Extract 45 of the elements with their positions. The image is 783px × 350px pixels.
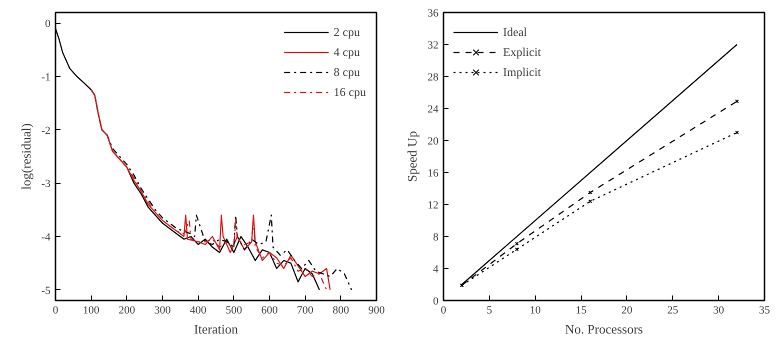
y-tick-label: -1 <box>41 72 51 84</box>
y-tick-label: 12 <box>428 200 438 212</box>
y-tick-label: 0 <box>45 18 51 30</box>
legend-label: Ideal <box>503 24 527 40</box>
legend-label: 4 cpu <box>334 44 360 60</box>
x-tick-label: 10 <box>530 304 542 316</box>
y-tick-label: 8 <box>433 232 439 244</box>
y-tick-label: 16 <box>428 168 439 180</box>
legend-label: 16 cpu <box>334 84 366 100</box>
legend-label: 8 cpu <box>334 64 360 80</box>
y-tick-label: -5 <box>41 284 51 297</box>
y-tick-label: 20 <box>428 136 439 148</box>
y-tick-label: 0 <box>433 296 439 308</box>
y-tick-label: -2 <box>41 124 51 137</box>
y-tick-label: 32 <box>428 40 438 52</box>
x-tick-label: 30 <box>713 304 725 316</box>
y-axis-title: Speed Up <box>404 131 420 182</box>
legend-label: Explicit <box>503 44 541 60</box>
y-axis-title: log(residual) <box>18 123 34 190</box>
y-tick-label: 28 <box>428 72 439 84</box>
x-tick-label: 20 <box>621 304 633 316</box>
x-tick-label: 100 <box>82 304 100 316</box>
x-tick-label: 400 <box>190 304 207 316</box>
x-tick-label: 5 <box>486 304 493 316</box>
x-axis-title: No. Processors <box>565 322 644 336</box>
y-tick-label: 4 <box>433 264 439 276</box>
x-tick-label: 15 <box>576 304 588 316</box>
legend-label: Implicit <box>503 64 541 80</box>
x-tick-label: 600 <box>261 304 278 316</box>
y-tick-label: -4 <box>41 232 51 244</box>
x-tick-label: 0 <box>52 304 59 316</box>
x-tick-label: 200 <box>118 304 136 316</box>
x-tick-label: 0 <box>440 304 447 316</box>
x-axis-title: Iteration <box>194 322 239 336</box>
x-tick-label: 700 <box>296 304 314 316</box>
legend-label: 2 cpu <box>334 24 360 40</box>
x-tick-label: 25 <box>667 304 679 316</box>
y-tick-label: 24 <box>428 104 439 116</box>
y-tick-label: 36 <box>428 8 439 20</box>
x-tick-label: 300 <box>154 304 172 316</box>
x-tick-label: 800 <box>332 304 350 316</box>
x-tick-label: 900 <box>368 304 386 316</box>
x-tick-label: 500 <box>226 304 243 316</box>
x-tick-label: 35 <box>759 304 770 316</box>
y-tick-label: -3 <box>41 178 51 190</box>
